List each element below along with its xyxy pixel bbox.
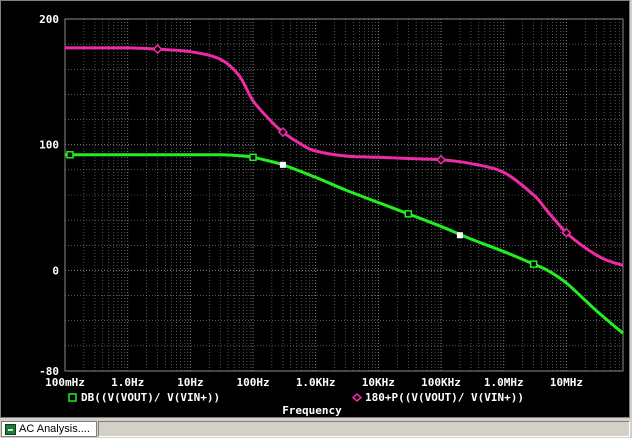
data-point-marker: [152, 44, 163, 55]
legend-symbol-magnitude: [68, 393, 77, 402]
x-tick-label: 100KHz: [421, 376, 461, 389]
plot-border: [64, 18, 624, 372]
x-tick-label: 10Hz: [177, 376, 204, 389]
series-line-phase: [64, 46, 624, 267]
data-point-marker: [561, 227, 572, 238]
plot-svg[interactable]: -80 0 100 200 100mHz 1.0Hz 10Hz 100Hz 1.0KHz 10KH…: [1, 1, 631, 419]
x-tick-label: 10KHz: [362, 376, 395, 389]
y-tick-label: 100: [39, 139, 59, 152]
legend-label-magnitude: DB((V(VOUT)/ V(VIN+)): [81, 391, 220, 404]
x-tick-label: 100Hz: [236, 376, 269, 389]
legend: DB((V(VOUT)/ V(VIN+)) 180+P((V(VOUT)/ V(…: [68, 391, 524, 404]
status-bar: AC Analysis....: [0, 420, 632, 438]
legend-label-phase: 180+P((V(VOUT)/ V(VIN+)): [365, 391, 524, 404]
y-tick-label: 0: [52, 264, 59, 277]
data-point-marker: [249, 153, 257, 162]
marker-layer: [66, 44, 572, 268]
cursor-mark: [456, 232, 463, 239]
y-tick-label: 200: [39, 13, 59, 26]
series-line-magnitude: [65, 153, 624, 335]
data-point-marker: [529, 260, 538, 268]
x-tick-label: 10MHz: [550, 376, 583, 389]
tick-labels: -80 0 100 200 100mHz 1.0Hz 10Hz 100Hz 1.0KHz 10KH…: [39, 13, 583, 389]
grid: [64, 18, 624, 372]
x-tick-label: 1.0MHz: [484, 376, 524, 389]
plot-window-icon: [5, 423, 16, 435]
tab-ac-analysis-label: AC Analysis....: [19, 423, 90, 435]
data-point-marker: [435, 154, 447, 165]
cursor-mark: [279, 161, 286, 168]
plot-window[interactable]: -80 0 100 200 100mHz 1.0Hz 10Hz 100Hz 1.0KHz 10KH…: [0, 0, 630, 418]
legend-symbol-phase: [351, 393, 363, 402]
series-layer: [64, 46, 624, 335]
x-tick-label: 1.0KHz: [296, 376, 336, 389]
data-point-marker: [404, 210, 413, 218]
data-point-marker: [66, 151, 74, 159]
tab-ac-analysis[interactable]: AC Analysis....: [1, 421, 97, 437]
x-tick-label: 100mHz: [45, 376, 85, 389]
status-bar-panel: [98, 421, 630, 437]
y-tick-label: -80: [39, 365, 59, 378]
x-tick-label: 1.0Hz: [111, 376, 144, 389]
x-axis-label: Frequency: [282, 404, 342, 417]
data-point-marker: [277, 127, 288, 138]
